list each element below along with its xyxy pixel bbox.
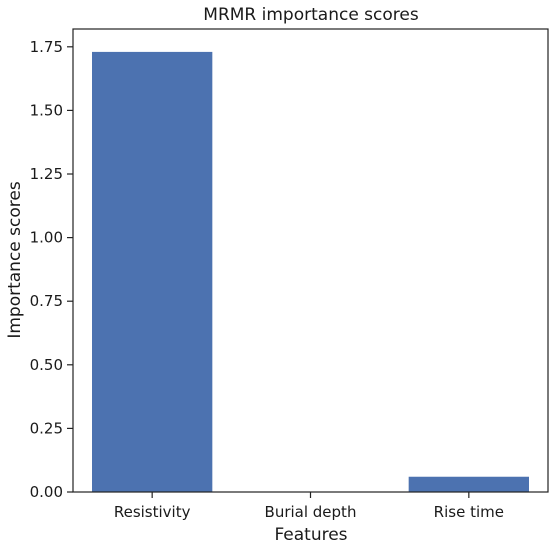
bar-rise-time	[408, 476, 529, 492]
bar-resistivity	[92, 51, 213, 493]
y-tick-label: 1.25	[30, 165, 63, 183]
plot-frame	[72, 28, 549, 493]
y-tick-label: 1.75	[30, 38, 63, 56]
y-tick-label: 1.00	[30, 229, 63, 247]
y-tick-label: 1.50	[30, 101, 63, 119]
x-axis-ticks: Resistivity Burial depth Rise time	[114, 492, 504, 521]
y-tick-label: 0.50	[30, 356, 63, 374]
y-axis-ticks: 0.00 0.25 0.50 0.75 1.00 1.25 1.50 1.75	[30, 38, 73, 501]
y-tick-label: 0.25	[30, 419, 63, 437]
bars-layer	[92, 51, 529, 493]
x-tick-label: Rise time	[434, 503, 504, 521]
chart-title: MRMR importance scores	[203, 5, 419, 25]
y-tick-label: 0.75	[30, 292, 63, 310]
x-tick-label: Burial depth	[265, 503, 357, 521]
y-axis-label: Importance scores	[5, 181, 25, 339]
y-tick-label: 0.00	[30, 483, 63, 501]
x-tick-label: Resistivity	[114, 503, 191, 521]
x-axis-label: Features	[274, 525, 347, 545]
